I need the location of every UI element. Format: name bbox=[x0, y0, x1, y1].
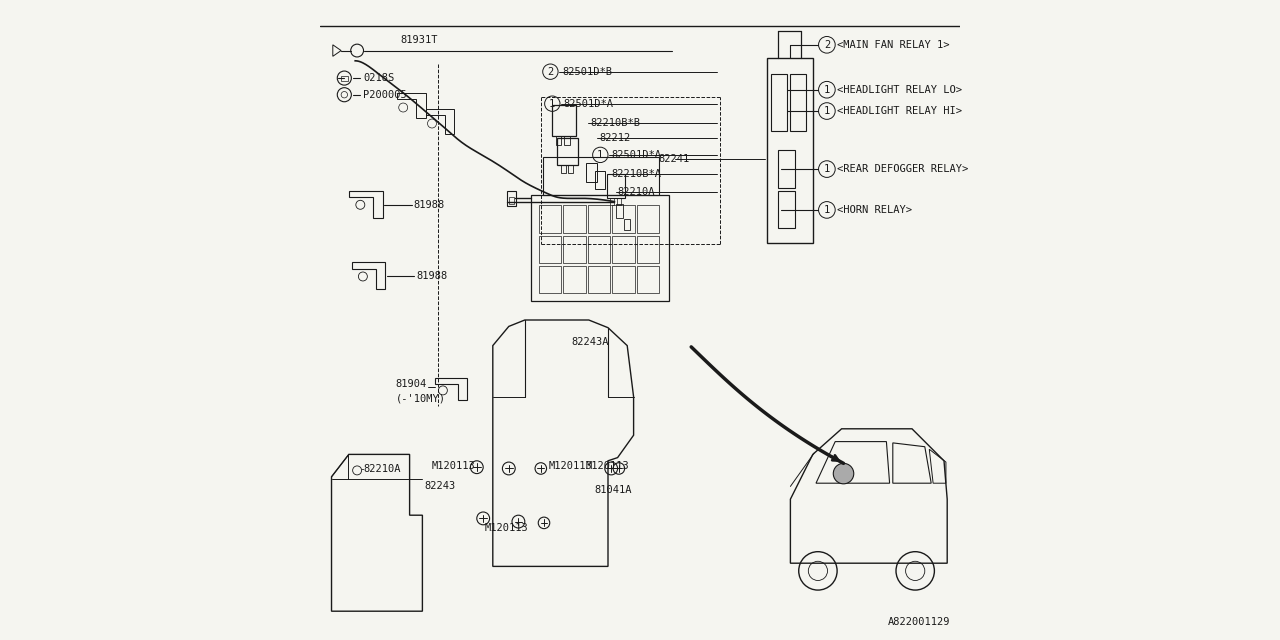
Bar bbox=[539, 266, 562, 293]
Bar bbox=[612, 266, 635, 293]
Bar bbox=[612, 236, 635, 263]
Bar bbox=[556, 136, 561, 145]
Text: 82501D*A: 82501D*A bbox=[564, 99, 614, 109]
Bar bbox=[539, 236, 562, 263]
Bar bbox=[767, 58, 813, 243]
Bar bbox=[340, 76, 348, 81]
Bar bbox=[568, 165, 573, 173]
Text: 81988: 81988 bbox=[416, 271, 447, 282]
Text: 81988: 81988 bbox=[413, 200, 444, 210]
Text: 1: 1 bbox=[549, 99, 556, 109]
Bar bbox=[588, 266, 611, 293]
Text: 82241: 82241 bbox=[658, 154, 689, 164]
Text: 2: 2 bbox=[548, 67, 553, 77]
Bar bbox=[552, 105, 576, 136]
Text: 1: 1 bbox=[824, 164, 829, 174]
Bar bbox=[616, 204, 623, 218]
Text: <HEADLIGHT RELAY HI>: <HEADLIGHT RELAY HI> bbox=[837, 106, 963, 116]
Text: M120113: M120113 bbox=[433, 461, 476, 471]
Text: 1: 1 bbox=[824, 205, 829, 215]
Bar bbox=[790, 74, 806, 131]
Text: M120113: M120113 bbox=[585, 461, 630, 471]
Text: (-'10MY): (-'10MY) bbox=[396, 393, 445, 403]
Bar bbox=[612, 205, 635, 233]
Bar bbox=[771, 74, 787, 131]
Text: 82501D*A: 82501D*A bbox=[612, 150, 662, 160]
Bar bbox=[557, 138, 579, 165]
Text: <HORN RELAY>: <HORN RELAY> bbox=[837, 205, 913, 215]
Text: <HEADLIGHT RELAY LO>: <HEADLIGHT RELAY LO> bbox=[837, 84, 963, 95]
Text: <MAIN FAN RELAY 1>: <MAIN FAN RELAY 1> bbox=[837, 40, 950, 50]
Text: 82210B*B: 82210B*B bbox=[591, 118, 641, 128]
Bar bbox=[561, 165, 566, 173]
Bar bbox=[778, 191, 795, 228]
Text: 81904: 81904 bbox=[396, 379, 426, 389]
Text: 82210B*A: 82210B*A bbox=[612, 169, 662, 179]
Text: M120113: M120113 bbox=[485, 523, 529, 533]
Bar bbox=[564, 136, 570, 145]
Text: 81041A: 81041A bbox=[594, 484, 631, 495]
Bar bbox=[563, 205, 586, 233]
Bar bbox=[625, 219, 630, 230]
Bar bbox=[563, 236, 586, 263]
Text: 82243A: 82243A bbox=[571, 337, 609, 348]
Bar bbox=[607, 174, 625, 198]
Text: 2: 2 bbox=[824, 40, 829, 50]
Bar bbox=[611, 198, 614, 205]
Bar bbox=[636, 205, 659, 233]
Bar bbox=[588, 205, 611, 233]
Circle shape bbox=[833, 463, 854, 484]
Bar bbox=[636, 236, 659, 263]
Text: M120113: M120113 bbox=[549, 461, 593, 471]
Text: 0218S: 0218S bbox=[364, 73, 394, 83]
Bar bbox=[636, 266, 659, 293]
Text: 1: 1 bbox=[598, 150, 603, 160]
Text: A822001129: A822001129 bbox=[888, 617, 950, 627]
Bar bbox=[509, 197, 513, 204]
Text: 1: 1 bbox=[824, 106, 829, 116]
Text: P200005: P200005 bbox=[364, 90, 407, 100]
Text: 82210A: 82210A bbox=[364, 464, 401, 474]
Bar bbox=[588, 236, 611, 263]
Bar bbox=[778, 150, 795, 188]
Bar bbox=[563, 266, 586, 293]
Text: 82243: 82243 bbox=[425, 481, 456, 492]
Bar bbox=[595, 171, 605, 189]
Bar bbox=[617, 198, 621, 205]
Text: 82210A: 82210A bbox=[618, 187, 655, 197]
Text: 81931T: 81931T bbox=[399, 35, 438, 45]
Text: 1: 1 bbox=[824, 84, 829, 95]
Bar bbox=[507, 191, 517, 206]
Bar bbox=[539, 205, 562, 233]
Text: 82212: 82212 bbox=[600, 132, 631, 143]
Bar bbox=[585, 163, 596, 182]
Text: <REAR DEFOGGER RELAY>: <REAR DEFOGGER RELAY> bbox=[837, 164, 969, 174]
Text: 82501D*B: 82501D*B bbox=[562, 67, 612, 77]
